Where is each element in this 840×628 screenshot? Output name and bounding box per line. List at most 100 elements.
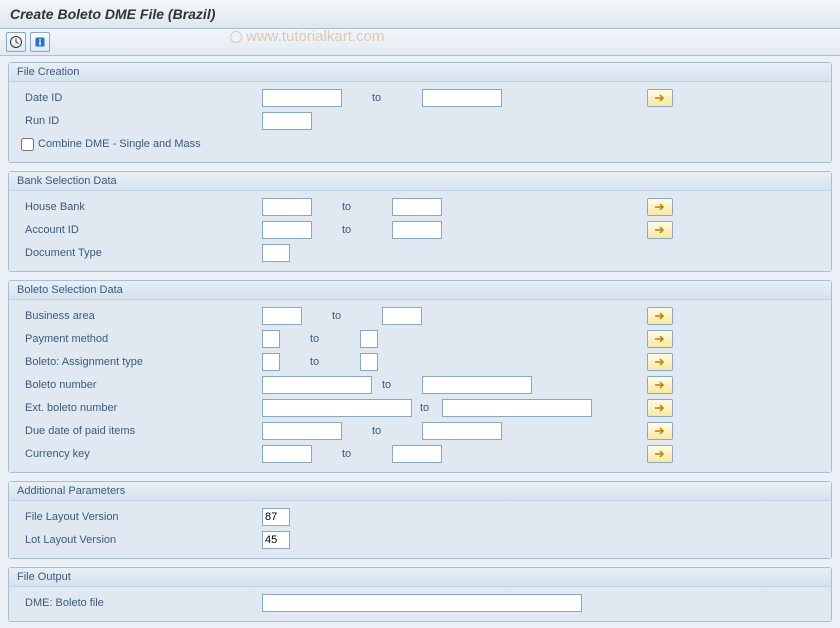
currency-to-input[interactable] [392, 445, 442, 463]
arrow-right-icon [653, 357, 667, 367]
group-header: File Creation [9, 63, 831, 82]
ext-boleto-multiple-button[interactable] [647, 399, 673, 417]
group-boleto-selection: Boleto Selection Data Business area to P… [8, 280, 832, 473]
window-title: Create Boleto DME File (Brazil) [0, 0, 840, 29]
to-label: to [312, 448, 392, 460]
due-date-to-input[interactable] [422, 422, 502, 440]
info-icon [33, 35, 47, 49]
row-lot-layout: Lot Layout Version [17, 529, 823, 551]
business-area-from-input[interactable] [262, 307, 302, 325]
house-bank-to-input[interactable] [392, 198, 442, 216]
content-area: File Creation Date ID to Run ID Combine … [0, 56, 840, 628]
payment-method-to-input[interactable] [360, 330, 378, 348]
arrow-right-icon [653, 403, 667, 413]
clock-execute-icon [9, 35, 23, 49]
assign-type-to-input[interactable] [360, 353, 378, 371]
assign-type-label: Boleto: Assignment type [17, 356, 262, 368]
to-label: to [312, 224, 392, 236]
to-label: to [342, 425, 422, 437]
due-date-from-input[interactable] [262, 422, 342, 440]
due-date-label: Due date of paid items [17, 425, 262, 437]
house-bank-label: House Bank [17, 201, 262, 213]
assign-type-multiple-button[interactable] [647, 353, 673, 371]
payment-method-from-input[interactable] [262, 330, 280, 348]
arrow-right-icon [653, 202, 667, 212]
arrow-right-icon [653, 449, 667, 459]
row-business-area: Business area to [17, 305, 823, 327]
to-label: to [302, 310, 382, 322]
date-id-from-input[interactable] [262, 89, 342, 107]
business-area-to-input[interactable] [382, 307, 422, 325]
group-header: File Output [9, 568, 831, 587]
to-label: to [312, 201, 392, 213]
to-label: to [280, 333, 360, 345]
arrow-right-icon [653, 426, 667, 436]
row-currency: Currency key to [17, 443, 823, 465]
date-id-multiple-button[interactable] [647, 89, 673, 107]
boleto-number-to-input[interactable] [422, 376, 532, 394]
execute-button[interactable] [6, 32, 26, 52]
file-layout-input[interactable] [262, 508, 290, 526]
arrow-right-icon [653, 334, 667, 344]
arrow-right-icon [653, 380, 667, 390]
due-date-multiple-button[interactable] [647, 422, 673, 440]
group-header: Additional Parameters [9, 482, 831, 501]
date-id-to-input[interactable] [422, 89, 502, 107]
house-bank-from-input[interactable] [262, 198, 312, 216]
payment-method-multiple-button[interactable] [647, 330, 673, 348]
doc-type-input[interactable] [262, 244, 290, 262]
currency-multiple-button[interactable] [647, 445, 673, 463]
group-bank-selection: Bank Selection Data House Bank to Accoun… [8, 171, 832, 272]
row-run-id: Run ID [17, 110, 823, 132]
combine-checkbox[interactable] [21, 138, 34, 151]
payment-method-label: Payment method [17, 333, 262, 345]
group-header: Bank Selection Data [9, 172, 831, 191]
row-file-layout: File Layout Version [17, 506, 823, 528]
row-boleto-number: Boleto number to [17, 374, 823, 396]
to-label: to [372, 379, 422, 391]
row-due-date: Due date of paid items to [17, 420, 823, 442]
to-label: to [342, 92, 422, 104]
group-file-creation: File Creation Date ID to Run ID Combine … [8, 62, 832, 163]
business-area-label: Business area [17, 310, 262, 322]
group-header: Boleto Selection Data [9, 281, 831, 300]
run-id-input[interactable] [262, 112, 312, 130]
house-bank-multiple-button[interactable] [647, 198, 673, 216]
arrow-right-icon [653, 311, 667, 321]
combine-label: Combine DME - Single and Mass [38, 138, 201, 150]
currency-from-input[interactable] [262, 445, 312, 463]
account-id-label: Account ID [17, 224, 262, 236]
info-button[interactable] [30, 32, 50, 52]
account-id-from-input[interactable] [262, 221, 312, 239]
row-house-bank: House Bank to [17, 196, 823, 218]
account-id-multiple-button[interactable] [647, 221, 673, 239]
business-area-multiple-button[interactable] [647, 307, 673, 325]
dme-file-input[interactable] [262, 594, 582, 612]
account-id-to-input[interactable] [392, 221, 442, 239]
ext-boleto-from-input[interactable] [262, 399, 412, 417]
row-account-id: Account ID to [17, 219, 823, 241]
boleto-number-multiple-button[interactable] [647, 376, 673, 394]
row-ext-boleto: Ext. boleto number to [17, 397, 823, 419]
lot-layout-input[interactable] [262, 531, 290, 549]
date-id-label: Date ID [17, 92, 262, 104]
group-additional: Additional Parameters File Layout Versio… [8, 481, 832, 559]
lot-layout-label: Lot Layout Version [17, 534, 262, 546]
row-dme-file: DME: Boleto file [17, 592, 823, 614]
toolbar [0, 29, 840, 56]
arrow-right-icon [653, 93, 667, 103]
to-label: to [412, 402, 442, 414]
assign-type-from-input[interactable] [262, 353, 280, 371]
row-date-id: Date ID to [17, 87, 823, 109]
row-assign-type: Boleto: Assignment type to [17, 351, 823, 373]
ext-boleto-label: Ext. boleto number [17, 402, 262, 414]
dme-file-label: DME: Boleto file [17, 597, 262, 609]
doc-type-label: Document Type [17, 247, 262, 259]
arrow-right-icon [653, 225, 667, 235]
row-doc-type: Document Type [17, 242, 823, 264]
ext-boleto-to-input[interactable] [442, 399, 592, 417]
boleto-number-from-input[interactable] [262, 376, 372, 394]
file-layout-label: File Layout Version [17, 511, 262, 523]
run-id-label: Run ID [17, 115, 262, 127]
row-combine: Combine DME - Single and Mass [17, 133, 823, 155]
